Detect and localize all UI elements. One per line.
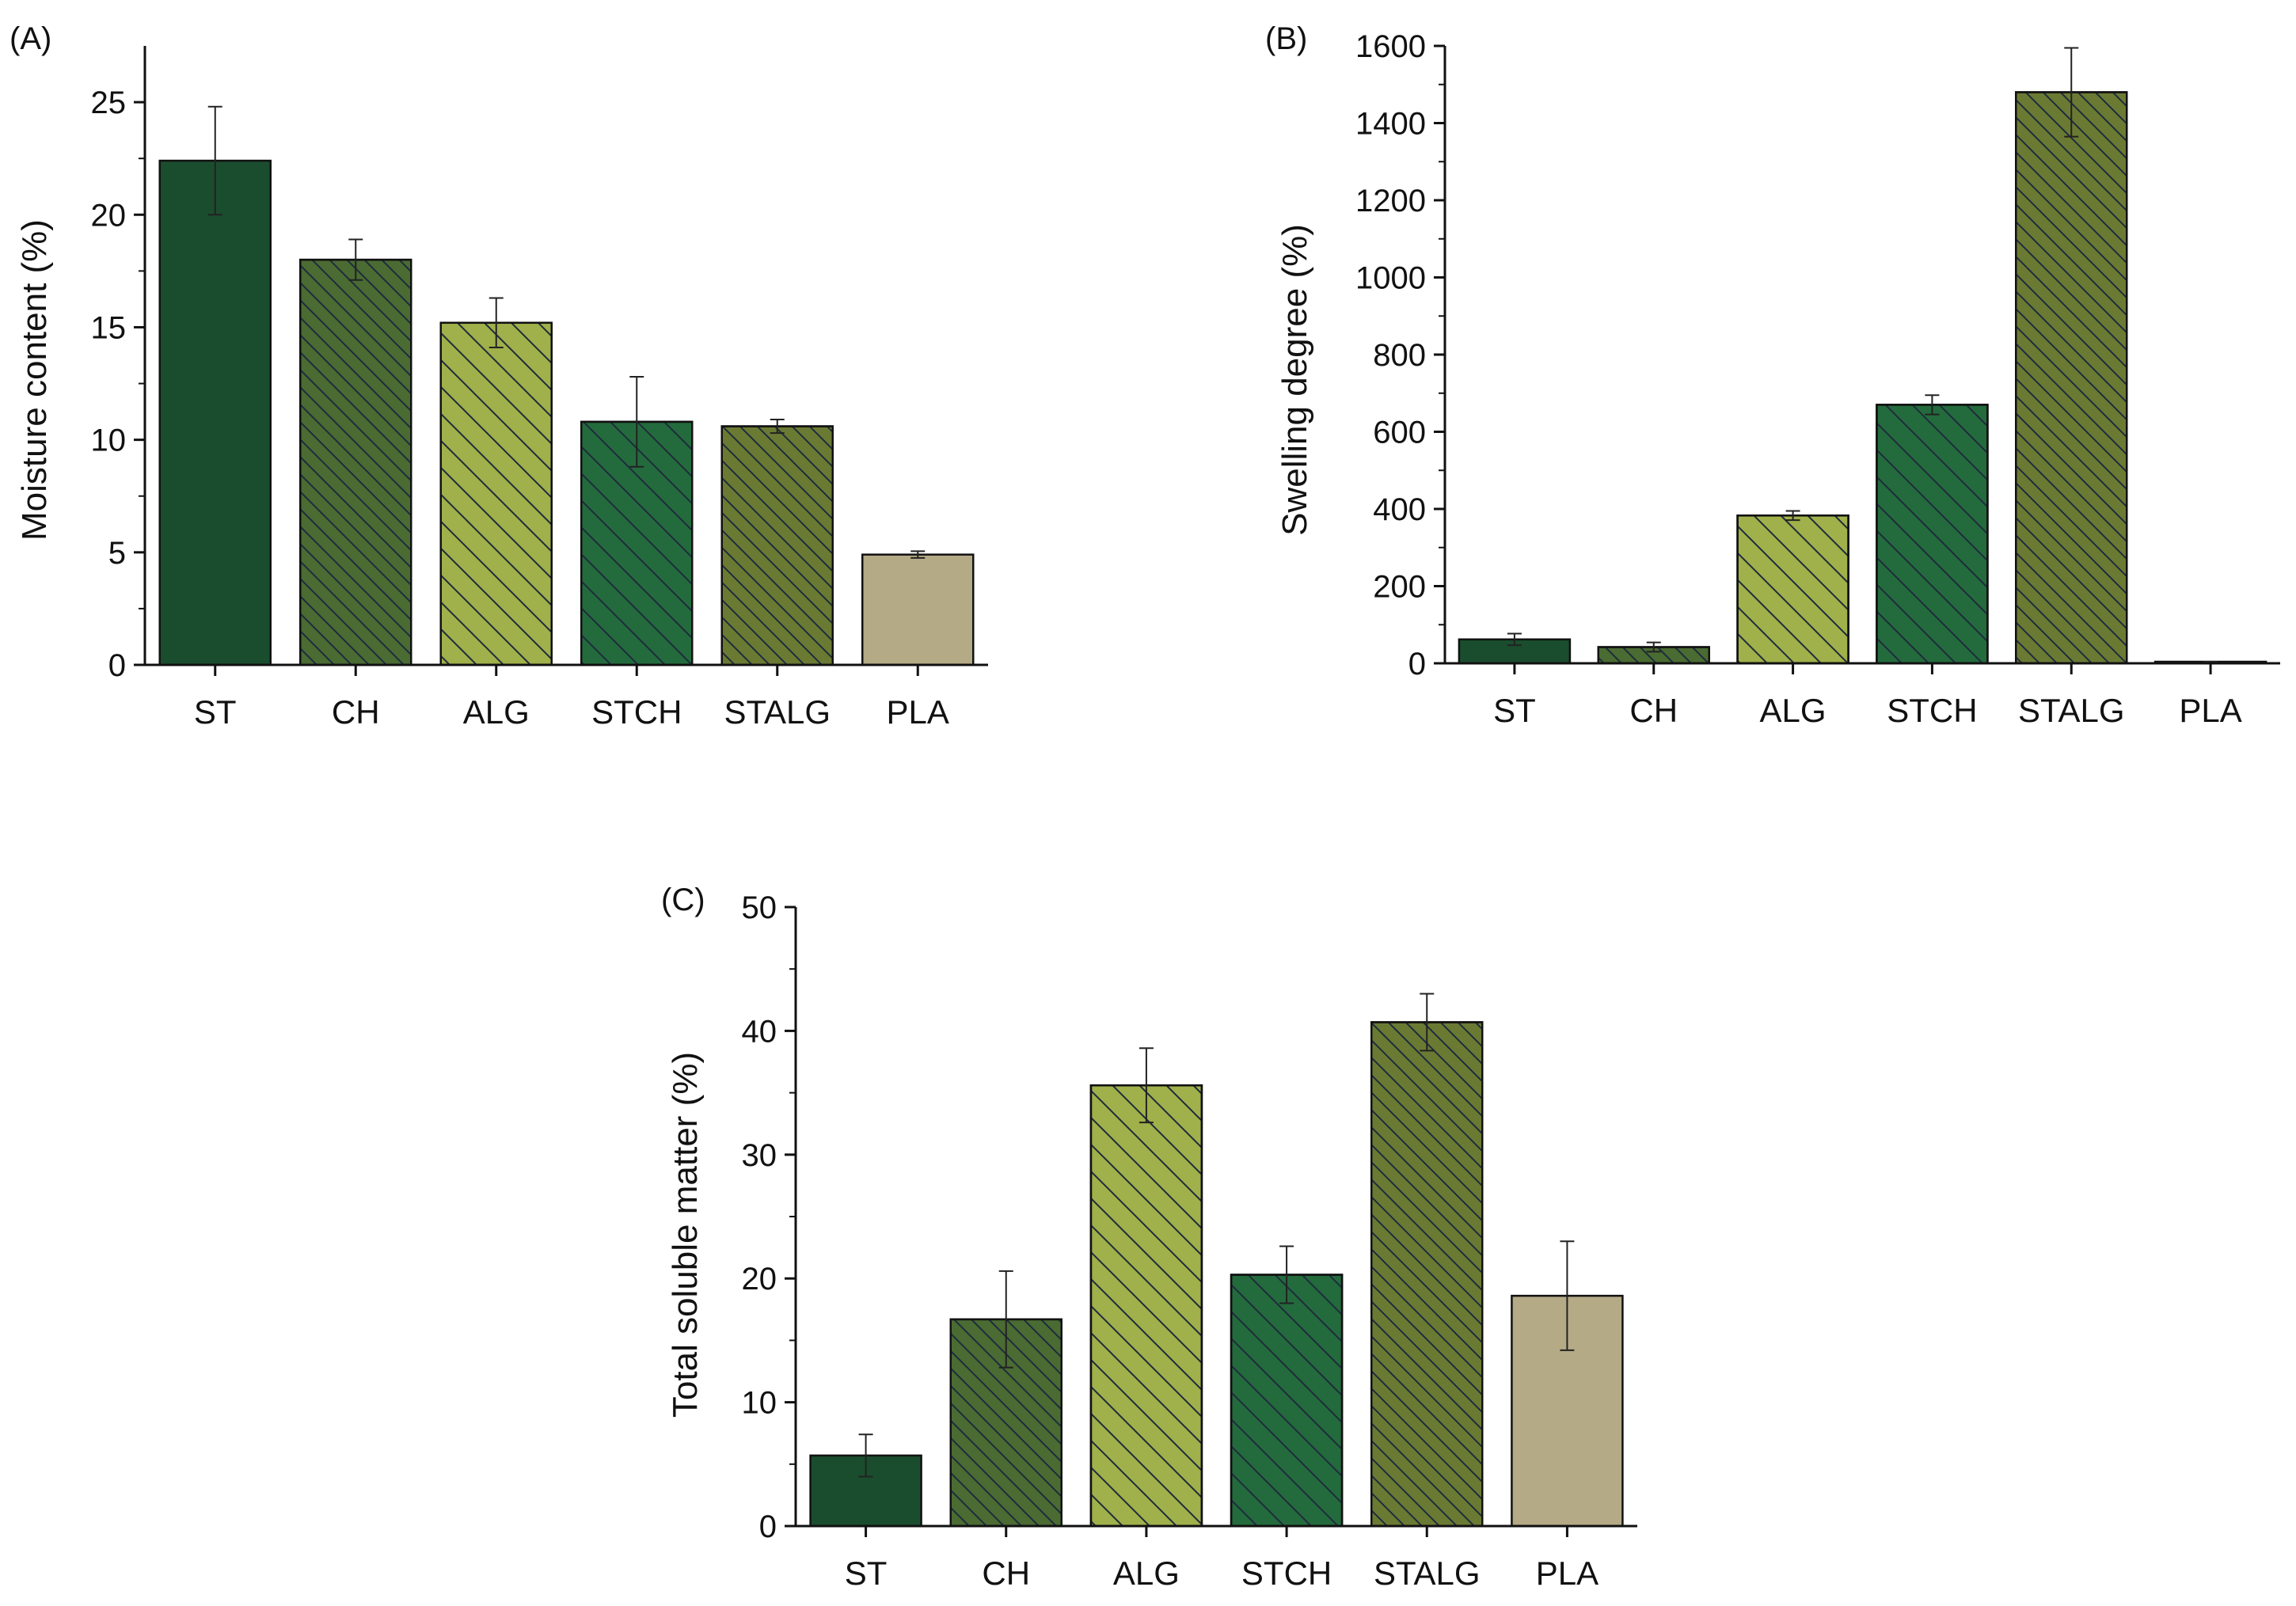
panel-b-y-tick-label: 600 [1373,416,1426,450]
panel-a-y-tick-label: 20 [91,198,127,233]
panel-c-y-tick-label: 40 [742,1014,777,1049]
panel-b-label: (B) [1265,21,1307,56]
panel-b: (B) Swelling degree (%) 0 200 400 600 800 100… [1265,21,2280,729]
panel-a-bar-pla [861,553,975,666]
panel-a-bar-st [158,159,272,666]
panel-b-bar-hatch-stch [1876,404,1989,665]
panel-b-y-tick-label: 0 [1408,647,1426,682]
panel-a-y-tick-label: 5 [108,536,126,571]
panel-b-x-tick-label: PLA [2179,692,2241,729]
panel-a-y-tick-label: 15 [91,310,127,345]
panel-a-x-tick-label: STCH [591,693,682,731]
panel-b-x-tick-label: ALG [1760,692,1827,729]
panel-a-bar-hatch-alg [439,321,553,666]
panel-b-y-tick-label: 1000 [1355,261,1426,296]
panel-c-y-tick-label: 30 [742,1138,777,1173]
panel-b-x-tick-label: CH [1629,692,1678,729]
panel-c-label: (C) [661,883,705,917]
panel-b-y-tick-label: 800 [1373,338,1426,373]
panel-a-x-tick-label: ST [194,693,237,731]
panel-a-x-tick-label: STALG [724,693,831,731]
panel-a-bar-hatch-ch [299,258,412,666]
panel-c-x-tick-label: PLA [1536,1555,1598,1592]
panel-b-bar-hatch-stalg [2015,91,2128,665]
panel-b-y-tick-label: 400 [1373,492,1426,527]
panel-b-bar-hatch-alg [1736,514,1849,665]
panel-b-y-tick-label: 1200 [1355,184,1426,218]
panel-a-x-tick-label: PLA [887,693,949,731]
panel-a-label: (A) [10,21,51,56]
panel-b-y-tick-label: 1600 [1355,29,1426,64]
panel-c-x-tick-label: STCH [1241,1555,1332,1592]
panel-a-y-axis-title: Moisture content (%) [15,219,54,541]
panel-b-x-tick-label: STALG [2018,692,2125,729]
panel-c-y-tick-label: 10 [742,1386,777,1421]
panel-b-x-tick-label: ST [1493,692,1536,729]
panel-a-x-tick-label: ALG [463,693,530,731]
panel-b-y-axis-title: Swelling degree (%) [1275,224,1314,536]
panel-c-y-tick-label: 50 [742,890,777,925]
panel-c-y-axis-title: Total soluble matter (%) [666,1052,705,1418]
panel-c-y-tick-label: 20 [742,1262,777,1297]
panel-c: (C) Total soluble matter (%) 0 10 20 30 40 50… [661,883,1637,1592]
panel-c-bar-hatch-stalg [1370,1021,1484,1528]
panel-b-x-tick-label: STCH [1887,692,1977,729]
panel-c-bar-hatch-stch [1230,1274,1344,1528]
panel-a-y-tick-label: 0 [108,648,126,683]
panel-a-x-tick-label: CH [332,693,380,731]
panel-b-y-tick-label: 1400 [1355,107,1426,142]
panel-a-y-tick-label: 25 [91,85,127,120]
panel-c-x-tick-label: ALG [1113,1555,1180,1592]
panel-c-x-tick-label: CH [982,1555,1030,1592]
panel-a-y-tick-label: 10 [91,423,127,458]
panel-a-bar-hatch-stalg [720,425,834,666]
panel-c-y-tick-label: 0 [759,1509,777,1544]
panel-c-x-tick-label: STALG [1374,1555,1481,1592]
panel-c-x-tick-label: ST [845,1555,888,1592]
panel-b-y-tick-label: 200 [1373,570,1426,605]
panel-c-bar-hatch-alg [1089,1084,1203,1528]
